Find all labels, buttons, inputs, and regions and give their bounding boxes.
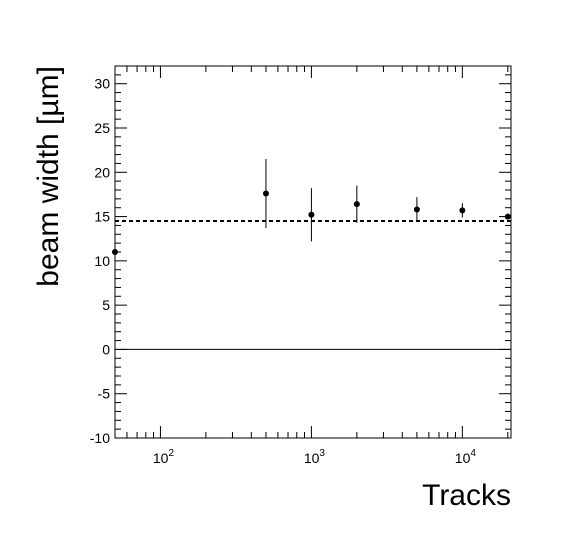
y-axis-title: beam width [µm]	[32, 66, 65, 287]
data-points	[112, 97, 511, 407]
data-point	[414, 206, 420, 212]
x-axis-title: Tracks	[422, 479, 511, 512]
y-tick-label: 25	[94, 120, 110, 136]
data-point	[354, 201, 360, 207]
reference-lines	[115, 221, 511, 349]
x-tick-label: 104	[455, 448, 477, 466]
y-tick-label: 15	[94, 209, 110, 225]
y-tick-label: -5	[98, 386, 111, 402]
y-tick-label: 20	[94, 164, 110, 180]
data-point	[505, 214, 511, 220]
y-tick-label: 0	[102, 341, 110, 357]
y-tick-label: 10	[94, 253, 110, 269]
y-tick-label: 30	[94, 76, 110, 92]
major-ticks	[115, 66, 511, 438]
y-tick-labels: -10 -5 0 5 10 15 20 25 30	[90, 76, 110, 446]
minor-ticks	[115, 66, 511, 438]
data-point	[459, 207, 465, 213]
x-tick-label: 103	[304, 448, 326, 466]
plot-frame	[115, 66, 511, 438]
x-tick-labels: 102 103 104	[153, 448, 476, 466]
x-tick-label: 102	[153, 448, 175, 466]
y-tick-label: 5	[102, 297, 110, 313]
y-tick-label: -10	[90, 430, 110, 446]
data-point	[308, 212, 314, 218]
data-point	[263, 191, 269, 197]
